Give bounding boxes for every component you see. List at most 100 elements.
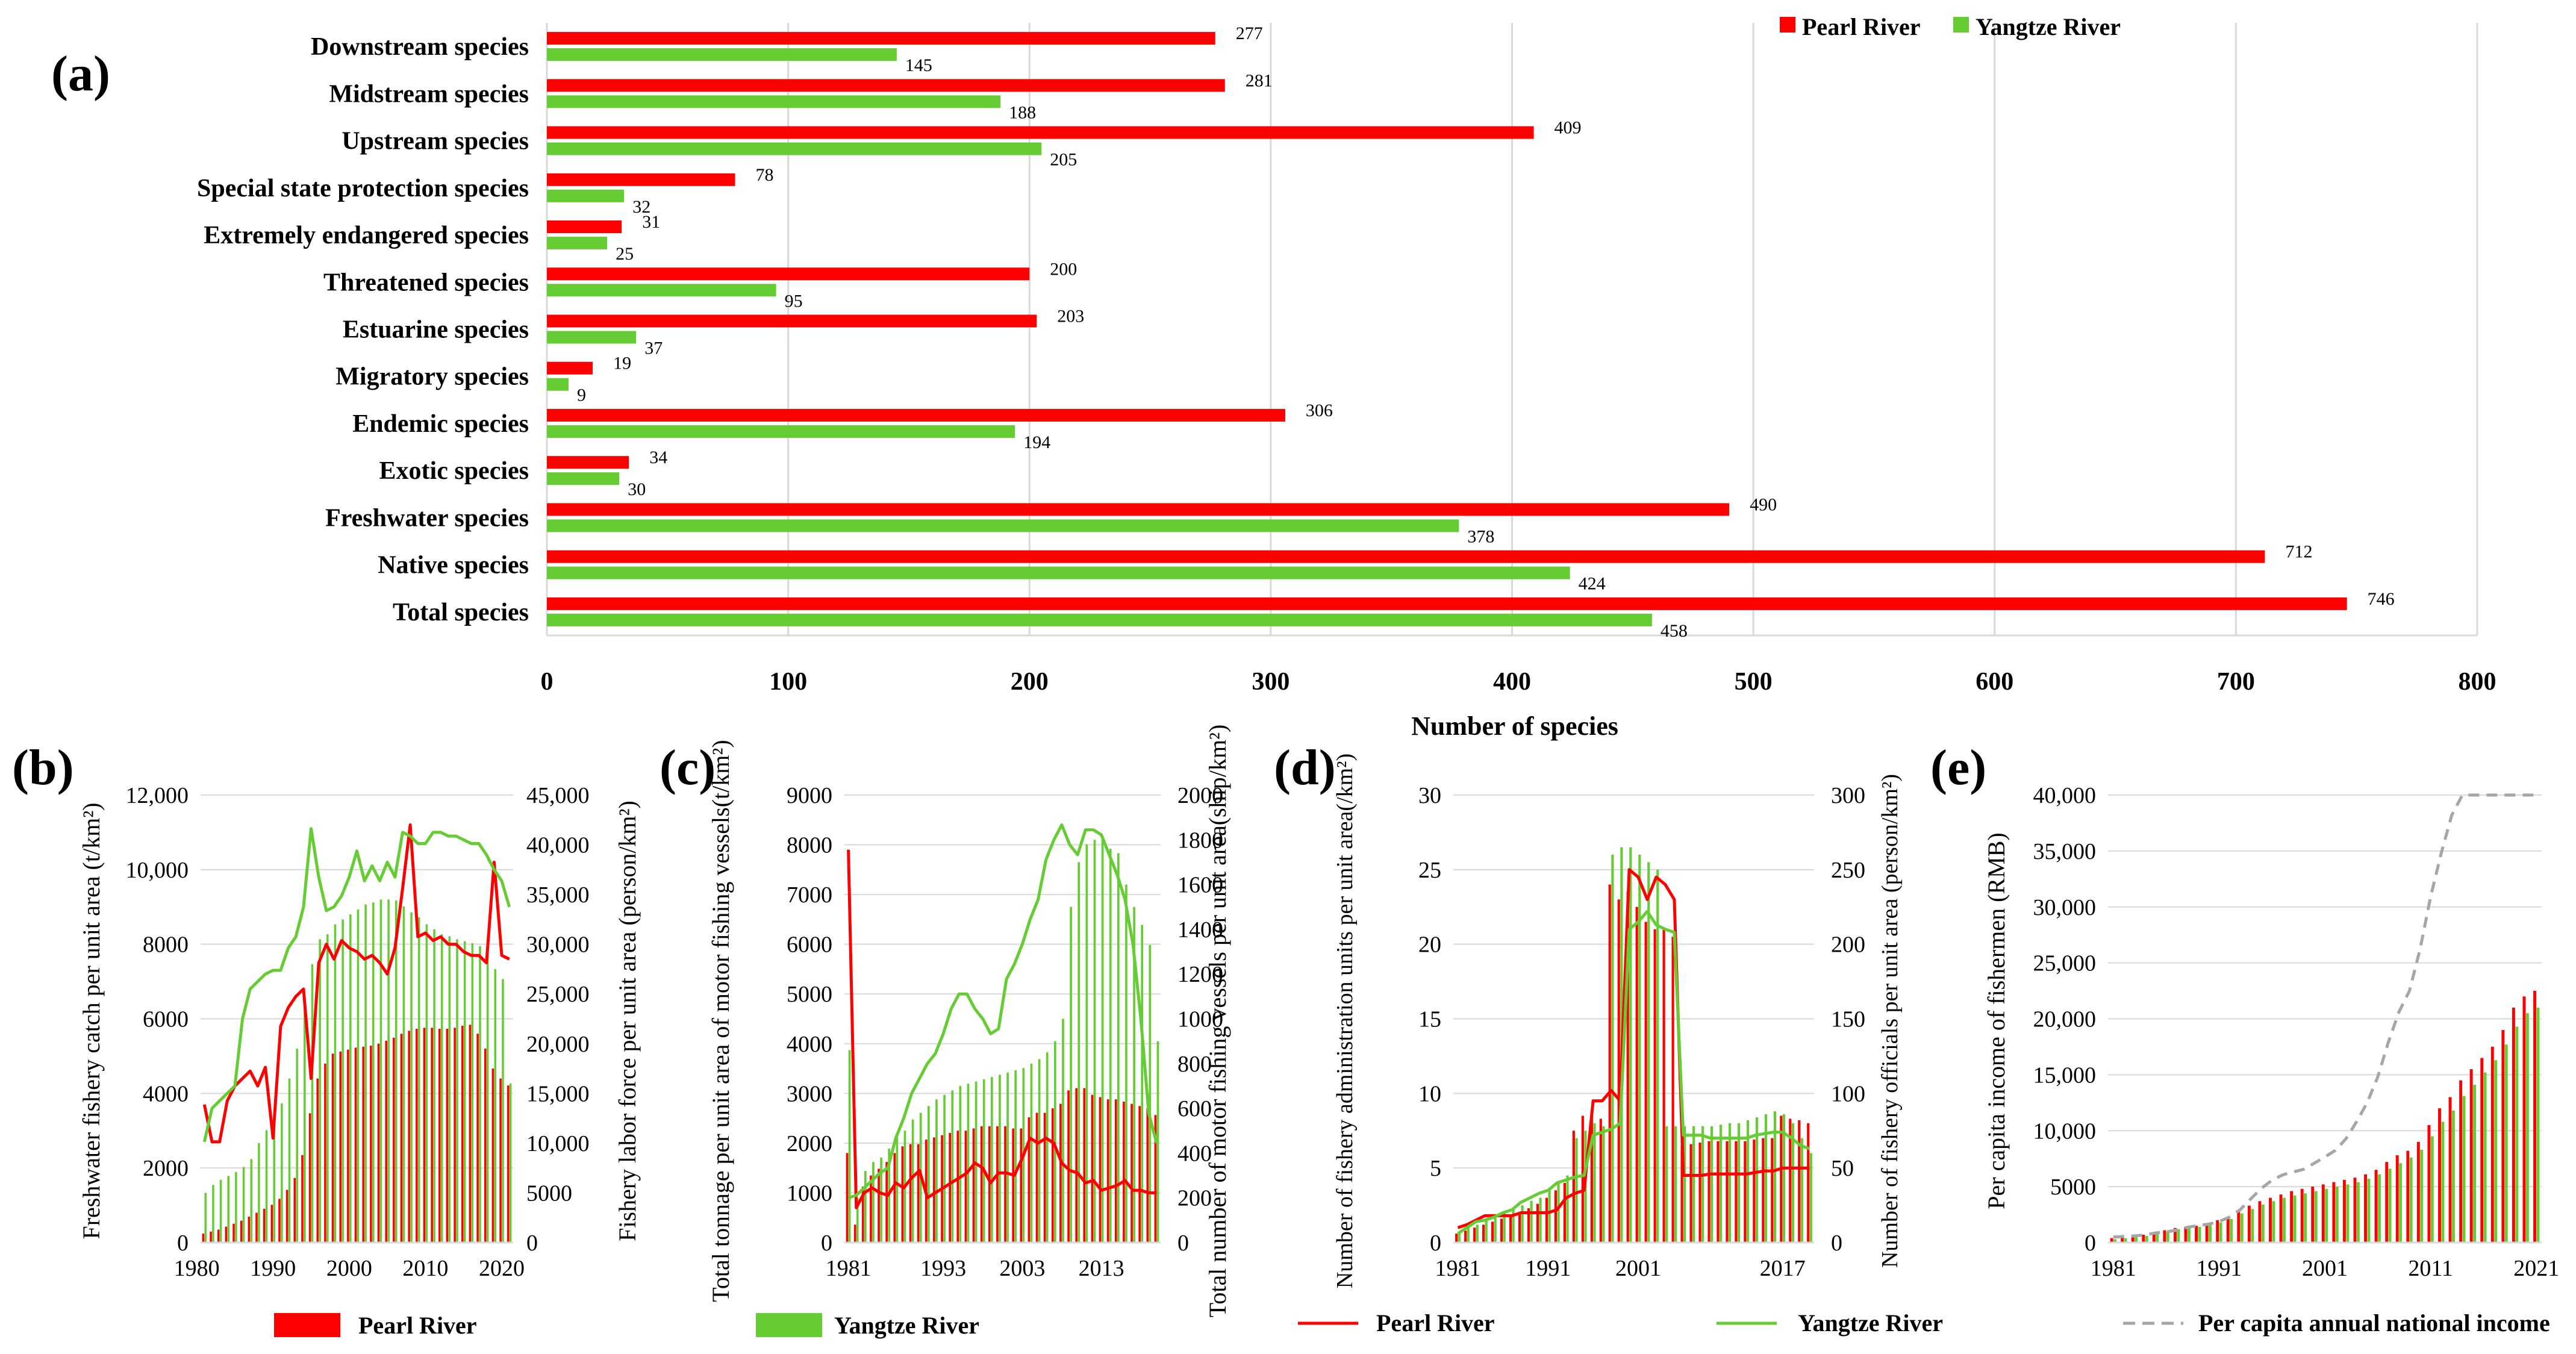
panel-d-bar: [1773, 1111, 1777, 1243]
panel-b-lines: [202, 823, 511, 1144]
panel-e-bar: [2283, 1197, 2286, 1243]
panel-b-bar: [301, 1155, 304, 1243]
panel-d-bar: [1503, 1212, 1506, 1243]
panel-e-bar: [2364, 1174, 2367, 1243]
panel-b-y-right-tick-label: 15,000: [526, 1081, 590, 1106]
panel-d-bar: [1800, 1138, 1803, 1243]
panel-e-bar: [2251, 1209, 2254, 1243]
panel-d-bar: [1539, 1197, 1542, 1243]
panel-c-bar: [856, 1197, 859, 1243]
panel-b-bar: [446, 1029, 449, 1243]
legend-line-national: Per capita annual national income: [2198, 1309, 2550, 1337]
panel-d-bar: [1572, 1131, 1575, 1243]
panel-e-bar: [2261, 1204, 2265, 1243]
panel-a-value-label-yangtze: 188: [1009, 102, 1036, 122]
panel-d-y-left-title: Number of fishery administration units p…: [1332, 753, 1358, 1288]
panel-d-bar: [1707, 1141, 1711, 1243]
panel-a-bar-yangtze: [547, 519, 1459, 532]
panel-e-bar: [2131, 1235, 2135, 1243]
panel-c-bar: [1070, 906, 1072, 1243]
panel-e-bar: [2522, 996, 2526, 1243]
panel-c-bar: [1125, 884, 1127, 1243]
panel-c-line: [847, 823, 1158, 1200]
panel-c-bar: [1131, 1103, 1133, 1243]
panel-e-bar: [2399, 1163, 2403, 1243]
panel-a-category-label: Threatened species: [323, 269, 529, 296]
panel-b-bar: [202, 1234, 205, 1243]
panel-d-x-tick-label: 1991: [1525, 1256, 1571, 1281]
panel-c-bar: [927, 1106, 930, 1243]
panel-c-y-right-tick-label: 200: [1177, 1186, 1212, 1211]
panel-d-bar: [1626, 891, 1629, 1243]
panel-c-bar: [885, 1162, 888, 1243]
panel-b-bar: [433, 929, 435, 1243]
panel-d-bar: [1728, 1123, 1732, 1243]
panel-d-bar: [1671, 937, 1674, 1243]
panel-e-bar: [2145, 1235, 2148, 1243]
panel-c-bar: [1141, 925, 1144, 1243]
panel-e-bar: [2205, 1223, 2209, 1243]
panel-b-y-left-tick-label: 4000: [143, 1081, 189, 1106]
panel-a-category-label: Total species: [393, 599, 529, 626]
panel-d-bar: [1581, 1115, 1584, 1243]
panel-c-bar: [1043, 1112, 1046, 1243]
panel-c-y-left-tick-label: 2000: [787, 1131, 832, 1156]
panel-e-bar: [2247, 1205, 2251, 1243]
panel-e-bar: [2346, 1184, 2350, 1243]
panel-c-x-tick-label: 2013: [1079, 1256, 1124, 1281]
panel-b-bar: [316, 1078, 319, 1243]
panel-a-category-label: Native species: [378, 552, 529, 579]
panel-b-bar: [334, 924, 337, 1243]
panel-b-bar: [326, 934, 329, 1243]
panel-e-bar: [2388, 1168, 2392, 1243]
panel-a-value-label-yangtze: 378: [1467, 526, 1494, 546]
panel-b-bar: [471, 943, 474, 1243]
legend-pearl-river: Pearl River: [1802, 13, 1921, 40]
panel-b-bar: [491, 1069, 494, 1243]
panel-b-y-left-tick-label: 8000: [143, 932, 189, 958]
legend-bar-pearl: Pearl River: [358, 1312, 477, 1339]
panel-e-bar: [2184, 1226, 2188, 1243]
panel-e-bar: [2459, 1080, 2463, 1243]
panel-b-bar: [349, 914, 352, 1243]
panel-c-bar: [982, 1079, 985, 1243]
panel-a-x-tick-label: 0: [541, 668, 554, 696]
panel-d-bar: [1692, 1126, 1695, 1243]
panel-b-y-right-tick-label: 0: [526, 1231, 538, 1256]
panel-c-bar: [1154, 1115, 1157, 1243]
panel-e-bar: [2483, 1072, 2487, 1243]
panel-b-bar: [339, 1051, 342, 1243]
panel-a-value-label-pearl: 281: [1246, 70, 1273, 90]
panel-a-bar-pearl: [547, 220, 622, 234]
panel-c-bar: [893, 1153, 896, 1243]
panel-c-bar: [909, 1144, 912, 1243]
panel-e-bar: [2533, 991, 2536, 1243]
panel-e-bar: [2438, 1108, 2441, 1243]
panel-e-bar: [2462, 1096, 2466, 1243]
panel-c-y-left-title: Total tonnage per unit area of motor fis…: [707, 740, 734, 1302]
panel-e-bar: [2441, 1122, 2445, 1243]
panel-a-category-label: Special state protection species: [197, 175, 529, 202]
panel-e-bar: [2512, 1007, 2515, 1243]
panel-d-bar: [1500, 1218, 1503, 1243]
panel-e-bar: [2332, 1182, 2336, 1243]
panel-c-bar: [956, 1131, 959, 1243]
panel-c-bar: [1077, 862, 1081, 1243]
panel-d-bar: [1464, 1231, 1467, 1243]
panel-b-bar: [448, 936, 451, 1243]
panel-d-bar: [1509, 1215, 1512, 1243]
panel-e-x-tick-label: 1981: [2091, 1256, 2136, 1281]
panel-a-value-label-pearl: 746: [2368, 589, 2395, 609]
panel-c-bar: [861, 1187, 864, 1243]
panel-b-bar: [385, 1040, 387, 1243]
panel-b-line: [202, 823, 510, 1144]
panel-a-bar-yangtze: [547, 284, 776, 297]
panel-e-bar: [2110, 1238, 2113, 1243]
panel-b-bar: [341, 919, 344, 1243]
panel-e-bar: [2216, 1220, 2219, 1243]
panel-c-y-right-tick-label: 1800: [1177, 828, 1223, 853]
panel-e-bar: [2121, 1237, 2124, 1243]
panel-d-y-left-tick-label: 0: [1430, 1231, 1441, 1256]
panel-b-bar: [410, 912, 413, 1243]
